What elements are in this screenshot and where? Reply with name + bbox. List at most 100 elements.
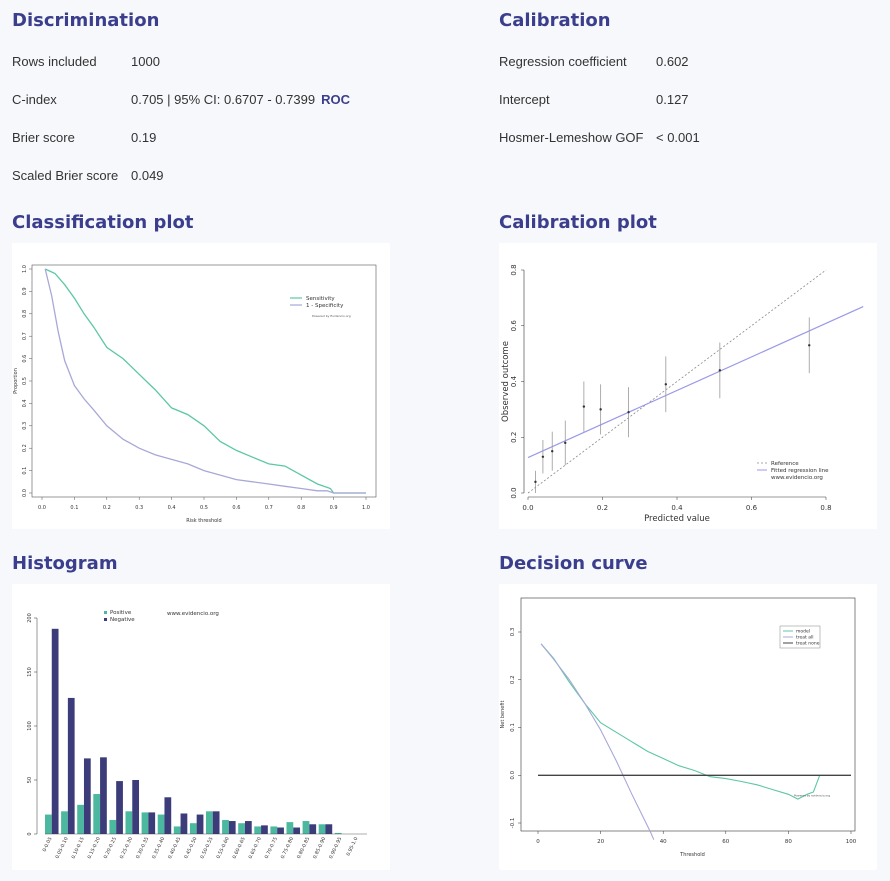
bar-0	[45, 814, 52, 834]
x-tick-label: 0.8	[297, 505, 305, 511]
bar-0	[157, 814, 165, 834]
legend-label: treat none	[796, 641, 820, 647]
bar-1	[180, 813, 188, 834]
y-tick-label: 0.5	[22, 377, 28, 385]
data-point	[599, 408, 602, 411]
data-point	[808, 344, 811, 347]
x-tick-label: 0.8	[820, 504, 831, 512]
watermark: www.evidencio.org	[167, 611, 219, 617]
bar-0	[222, 819, 229, 834]
bar-0	[334, 832, 342, 834]
y-tick-label: 0.1	[510, 723, 516, 732]
category-label: 0.25-0.30	[119, 836, 134, 859]
category-label: 0.35-0.40	[151, 836, 166, 859]
hosmer-lemeshow-value: < 0.001	[656, 130, 700, 145]
x-axis-label: Threshold	[679, 852, 705, 858]
data-point	[664, 383, 668, 386]
rows-included-value: 1000	[131, 54, 160, 69]
y-tick-label: 0.8	[22, 310, 28, 318]
regression-coefficient-value: 0.602	[656, 54, 689, 69]
reference-line	[527, 269, 827, 494]
y-tick-label: 0.0	[510, 770, 516, 779]
regression-coefficient-row: Regression coefficient 0.602	[499, 54, 879, 72]
category-label: 0.05-0.10	[54, 836, 69, 859]
c-index-row: C-index 0.705 | 95% CI: 0.6707 - 0.7399 R…	[12, 92, 452, 110]
y-axis-label: Observed outcome	[501, 341, 511, 422]
bar-0	[173, 826, 181, 834]
y-tick-label: 0	[27, 832, 33, 835]
bar-0	[238, 823, 245, 834]
calibration-plot-title: Calibration plot	[499, 212, 657, 233]
y-tick-label: 0.4	[22, 399, 28, 407]
category-label: 0.95-1.0	[346, 836, 360, 857]
series-line-0	[44, 268, 366, 494]
bar-1	[164, 797, 172, 834]
classification-plot: 0.0 0.1 0.2 0.3 0.4 0.5 0.6 0.7 0.8 0.9 1.0 0.0 0.1 0…	[13, 264, 377, 524]
category-label: 0.30-0.35	[135, 836, 150, 859]
histogram-title: Histogram	[12, 553, 118, 574]
rows-included-row: Rows included 1000	[12, 54, 452, 72]
x-axis-label: Predicted value	[644, 514, 710, 524]
y-tick-label: 0.2	[510, 432, 518, 443]
category-label: 0.10-0.15	[71, 836, 86, 859]
bar-0	[141, 812, 149, 834]
c-index-label: C-index	[12, 92, 57, 107]
x-tick-label: 0.4	[671, 504, 683, 512]
decision-curve-panel: 0 20 40 60 80 100 -0.1 0.0 0.1 0.2 0.3 Threshold Net…	[499, 584, 877, 870]
y-tick-label: 0.3	[510, 627, 516, 636]
bar-1	[228, 821, 236, 834]
bar-1	[293, 827, 301, 834]
series-line-0	[540, 643, 821, 800]
series-line-1	[44, 268, 366, 494]
brier-score-label: Brier score	[12, 130, 75, 145]
x-tick-label: 20	[597, 839, 604, 845]
y-tick-label: 0.0	[22, 489, 28, 497]
y-tick-label: 0.2	[510, 675, 516, 684]
category-label: 0.15-0.20	[87, 836, 102, 859]
data-point	[582, 405, 586, 408]
legend-label: Fitted regression line	[771, 468, 829, 474]
x-tick-label: 60	[722, 839, 729, 845]
x-tick-label: 40	[660, 839, 667, 845]
bar-0	[270, 826, 278, 834]
data-point	[534, 480, 537, 484]
bar-1	[116, 781, 123, 834]
y-tick-label: 0.7	[22, 332, 28, 340]
bar-0	[93, 794, 101, 834]
legend-swatch	[104, 618, 107, 621]
bar-0	[254, 826, 262, 834]
legend-label: treat all	[796, 635, 814, 641]
bar-0	[77, 804, 84, 834]
bar-1	[244, 821, 252, 834]
x-tick-label: 0.9	[330, 505, 338, 511]
bar-1	[132, 780, 140, 834]
x-tick-label: 0.4	[168, 505, 176, 511]
x-tick-label: 0	[536, 839, 540, 845]
x-tick-label: 0.0	[38, 505, 46, 511]
x-tick-label: 0.7	[265, 505, 273, 511]
y-tick-label: 0.4	[510, 375, 518, 387]
x-axis-label: Risk threshold	[186, 518, 222, 524]
category-label: 0.75-0.80	[280, 836, 295, 859]
y-tick-label: 100	[27, 721, 33, 731]
bar-1	[261, 825, 268, 834]
data-point	[564, 441, 567, 445]
x-tick-label: 0.0	[522, 504, 533, 512]
category-label: 0.90-0.95	[328, 836, 343, 859]
category-label: 0-0.05	[42, 836, 54, 853]
y-tick-label: 150	[27, 667, 33, 677]
legend-label: model	[796, 629, 810, 635]
bar-0	[318, 824, 326, 834]
category-label: 0.40-0.45	[167, 836, 182, 859]
fitted-regression-line	[527, 306, 864, 459]
x-tick-label: 0.1	[70, 505, 78, 511]
category-label: 0.60-0.65	[232, 836, 247, 859]
bar-0	[206, 811, 213, 834]
hosmer-lemeshow-label: Hosmer-Lemeshow GOF	[499, 130, 644, 145]
x-tick-label: 0.2	[597, 504, 608, 512]
bar-1	[212, 811, 220, 834]
x-tick-label: 0.6	[746, 504, 758, 512]
calibration-title: Calibration	[499, 10, 611, 31]
roc-link[interactable]: ROC	[321, 92, 350, 107]
histogram-plot: 0 50 100 150 200 0-0.05 0.05-0.10 0.10-0.15 0.15…	[27, 610, 367, 860]
